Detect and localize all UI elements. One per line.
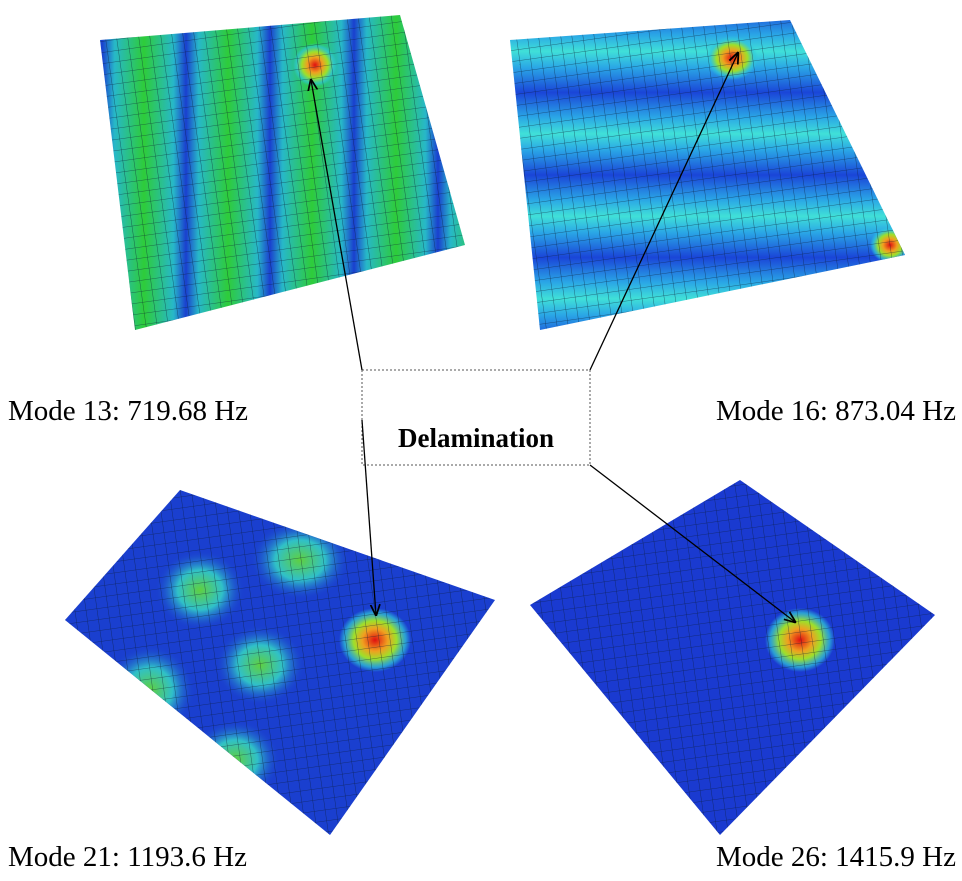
mode-16-plate [500, 10, 920, 340]
callout-label: Delamination [398, 423, 554, 453]
mode-label: Mode 21: 1193.6 Hz [8, 841, 247, 873]
mode-label: Mode 26: 1415.9 Hz [716, 841, 956, 873]
mode-21-plate [60, 480, 500, 840]
figure: Delamination Mode 13: 719.68 Hz Mode 16:… [0, 0, 962, 881]
mode-label: Mode 13: 719.68 Hz [8, 395, 248, 427]
mode-13-plate [60, 0, 480, 340]
mode-26-plate [520, 470, 940, 840]
mode-label: Mode 16: 873.04 Hz [716, 395, 956, 427]
